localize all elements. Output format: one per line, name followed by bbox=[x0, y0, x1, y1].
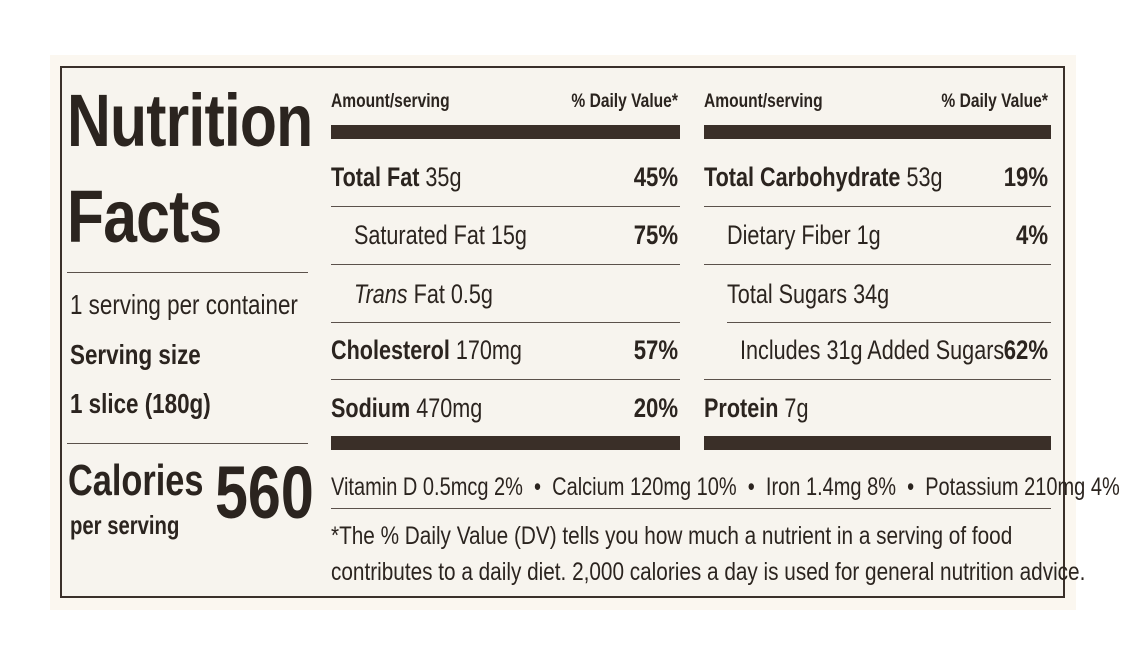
servings-per-container: 1 serving per container bbox=[70, 289, 298, 320]
divider bbox=[67, 443, 308, 444]
dv-saturated-fat: 75% bbox=[633, 220, 678, 250]
dv-cholesterol: 57% bbox=[633, 335, 678, 365]
thick-rule bbox=[704, 125, 1051, 139]
dv-header-right: % Daily Value* bbox=[941, 91, 1048, 112]
divider bbox=[704, 206, 1051, 207]
calories-value: 560 bbox=[215, 451, 314, 534]
dv-sodium: 20% bbox=[633, 393, 678, 423]
amount-header-right: Amount/serving bbox=[704, 91, 823, 112]
divider bbox=[331, 379, 680, 380]
divider bbox=[704, 379, 1051, 380]
nutrition-facts-panel bbox=[60, 66, 1065, 598]
footnote-line-2: contributes to a daily diet. 2,000 calor… bbox=[331, 558, 1086, 586]
thick-rule bbox=[331, 125, 680, 139]
serving-size-label: Serving size bbox=[70, 339, 201, 370]
divider bbox=[331, 322, 680, 323]
row-cholesterol: Cholesterol 170mg bbox=[331, 335, 522, 365]
divider bbox=[704, 264, 1051, 265]
dv-added-sugars: 62% bbox=[1003, 335, 1048, 365]
calories-per-serving: per serving bbox=[70, 510, 180, 540]
row-trans-fat: Trans Fat 0.5g bbox=[354, 279, 493, 309]
row-sodium: Sodium 470mg bbox=[331, 393, 483, 423]
divider bbox=[727, 322, 1051, 323]
row-total-carbohydrate: Total Carbohydrate 53g bbox=[704, 162, 943, 192]
serving-size-value: 1 slice (180g) bbox=[70, 388, 211, 419]
row-total-sugars: Total Sugars 34g bbox=[727, 279, 890, 309]
dv-total-carbohydrate: 19% bbox=[1003, 162, 1048, 192]
title-nutrition: Nutrition bbox=[67, 79, 313, 162]
row-added-sugars: Includes 31g Added Sugars bbox=[740, 335, 1005, 365]
vitamins-minerals: Vitamin D 0.5mcg 2% • Calcium 120mg 10% … bbox=[331, 473, 1120, 501]
row-dietary-fiber: Dietary Fiber 1g bbox=[727, 220, 881, 250]
amount-header: Amount/serving bbox=[331, 91, 450, 112]
calories-label: Calories bbox=[68, 456, 204, 505]
row-protein: Protein 7g bbox=[704, 393, 809, 423]
footnote-line-1: *The % Daily Value (DV) tells you how mu… bbox=[331, 522, 1013, 550]
thick-rule bbox=[331, 436, 680, 450]
divider bbox=[331, 206, 680, 207]
divider bbox=[331, 508, 1051, 509]
dv-dietary-fiber: 4% bbox=[1015, 220, 1048, 250]
divider bbox=[331, 264, 680, 265]
dv-total-fat: 45% bbox=[633, 162, 678, 192]
thick-rule bbox=[704, 436, 1051, 450]
divider bbox=[67, 272, 308, 273]
row-saturated-fat: Saturated Fat 15g bbox=[354, 220, 527, 250]
row-total-fat: Total Fat 35g bbox=[331, 162, 462, 192]
dv-header: % Daily Value* bbox=[571, 91, 678, 112]
title-facts: Facts bbox=[67, 175, 222, 258]
